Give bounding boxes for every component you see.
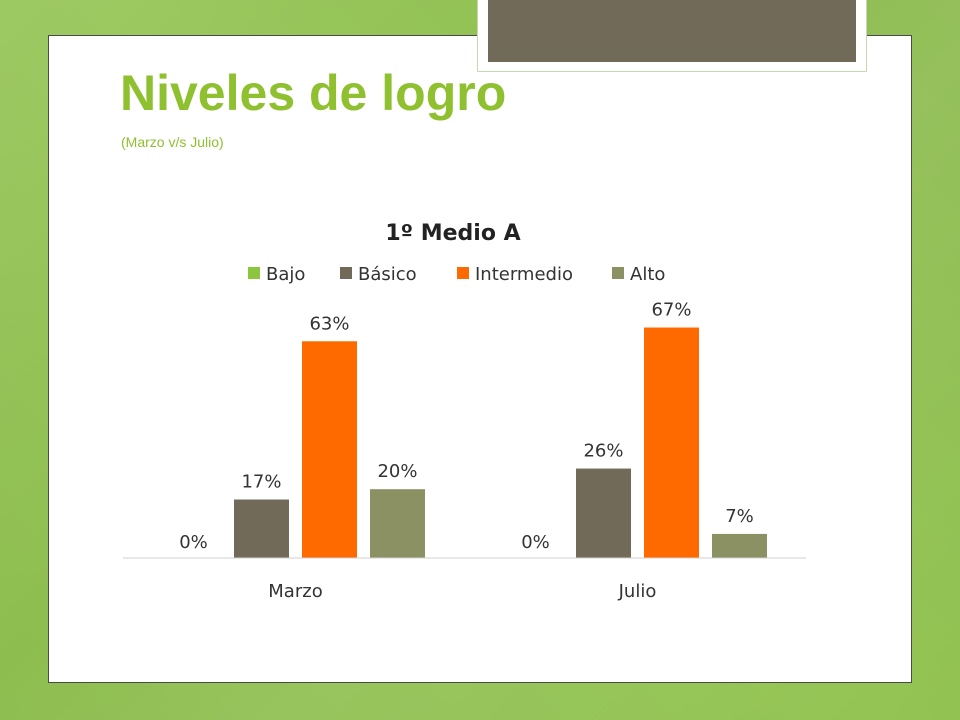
- bar: [712, 533, 767, 558]
- decorative-block: [488, 0, 856, 62]
- bar: [576, 468, 631, 558]
- chart-bars: [234, 327, 767, 558]
- data-label: 67%: [651, 300, 691, 321]
- slide-title: Niveles de logro: [120, 65, 507, 121]
- bar: [644, 327, 699, 558]
- bar: [234, 499, 289, 558]
- slide-panel: [48, 35, 912, 683]
- legend-label: Básico: [358, 264, 417, 285]
- bar: [370, 489, 425, 558]
- chart-title: 1º Medio A: [385, 221, 520, 246]
- data-label: 26%: [583, 441, 623, 462]
- x-tick-label: Julio: [618, 581, 657, 602]
- slide-subtitle: (Marzo v/s Julio): [121, 134, 224, 150]
- legend-swatch-bajo: [248, 267, 260, 279]
- legend-label: Alto: [630, 264, 665, 285]
- data-label: 0%: [179, 532, 208, 553]
- bar: [302, 341, 357, 558]
- legend-swatch-intermedio: [457, 267, 469, 279]
- legend-swatch-básico: [340, 267, 352, 279]
- data-label: 17%: [241, 472, 281, 493]
- data-label: 20%: [377, 461, 417, 482]
- data-label: 63%: [309, 313, 349, 334]
- chart-legend: Bajo Básico Intermedio Alto: [248, 264, 665, 285]
- legend-label: Bajo: [266, 264, 305, 285]
- chart-data-labels: 0% 17% 63% 20% 0% 26% 67% 7%: [179, 300, 754, 553]
- x-axis-tick-labels: Marzo Julio: [268, 581, 656, 602]
- x-tick-label: Marzo: [268, 581, 322, 602]
- legend-swatch-alto: [612, 267, 624, 279]
- data-label: 0%: [521, 532, 550, 553]
- legend-label: Intermedio: [475, 264, 573, 285]
- data-label: 7%: [725, 506, 754, 527]
